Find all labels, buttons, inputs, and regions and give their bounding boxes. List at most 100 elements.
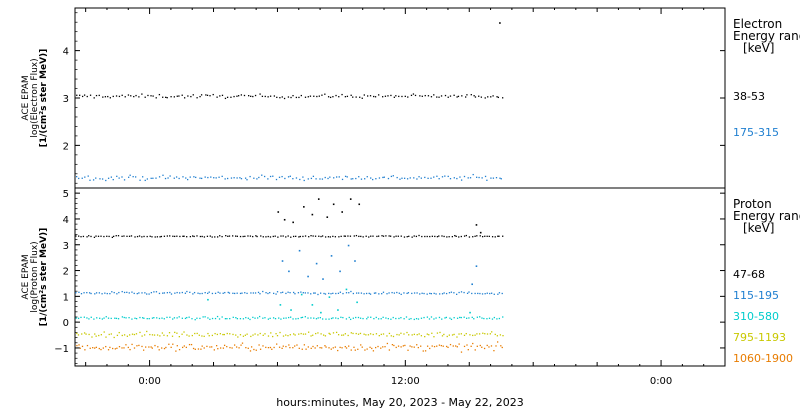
data-point — [230, 177, 233, 179]
data-point — [324, 236, 327, 238]
data-point — [100, 348, 102, 351]
data-point — [403, 236, 406, 238]
data-point — [377, 345, 379, 348]
data-point — [173, 317, 176, 319]
data-point — [342, 316, 344, 319]
data-point — [224, 178, 226, 180]
data-point — [189, 176, 191, 178]
data-point — [207, 292, 209, 295]
data-point — [83, 332, 86, 334]
data-point — [155, 97, 157, 99]
data-point — [213, 177, 215, 179]
legend-item: 795-1193 — [733, 331, 786, 344]
data-point — [275, 293, 277, 295]
y-tick-label: 0 — [63, 318, 69, 329]
data-point — [416, 292, 418, 294]
data-point — [219, 235, 221, 237]
data-point — [199, 177, 201, 179]
data-point — [491, 318, 494, 320]
data-point — [330, 293, 332, 295]
data-point — [335, 176, 338, 178]
data-point — [332, 332, 335, 334]
data-point — [152, 95, 154, 97]
data-point — [289, 175, 291, 177]
data-point — [214, 292, 217, 295]
data-point — [84, 349, 86, 351]
data-point — [280, 235, 282, 237]
data-point — [152, 177, 154, 179]
data-point — [334, 346, 337, 348]
data-point — [133, 333, 136, 336]
data-point — [174, 235, 176, 238]
data-point — [433, 336, 435, 338]
data-point — [401, 95, 403, 98]
data-point — [490, 96, 492, 98]
data-point — [203, 347, 205, 349]
data-point — [288, 344, 290, 346]
data-point — [211, 334, 214, 337]
data-point — [319, 292, 322, 294]
data-point — [267, 335, 270, 337]
data-point — [301, 348, 303, 350]
data-point — [183, 345, 185, 347]
electron-panel: 2 3 4 ACE EPAM log(Electron Flux) [1/(cm²s s… — [21, 7, 800, 189]
data-point — [269, 236, 272, 238]
data-point — [106, 292, 108, 295]
data-point — [497, 293, 499, 295]
data-point — [287, 291, 289, 293]
data-point — [264, 95, 266, 98]
data-point — [284, 177, 286, 180]
data-point — [342, 334, 345, 336]
data-point — [118, 331, 120, 334]
data-point — [490, 345, 493, 347]
data-point — [335, 317, 337, 319]
data-point — [179, 235, 181, 238]
data-point — [406, 236, 408, 238]
data-point — [109, 97, 112, 99]
data-point — [299, 178, 301, 181]
y-tick-label: 2 — [63, 267, 69, 278]
data-point — [113, 291, 115, 294]
data-point — [449, 317, 451, 319]
data-point — [369, 95, 372, 97]
data-point — [494, 333, 496, 336]
data-point — [413, 333, 415, 336]
data-point — [400, 346, 402, 348]
data-point — [471, 316, 473, 319]
data-point — [267, 318, 270, 320]
data-point — [364, 349, 366, 351]
data-point — [212, 93, 214, 96]
data-point — [365, 334, 367, 336]
data-point — [252, 316, 254, 319]
data-point — [456, 293, 458, 295]
data-point — [466, 94, 468, 96]
data-point — [146, 178, 148, 180]
data-point — [456, 96, 458, 98]
data-point — [344, 345, 346, 348]
data-point — [135, 176, 137, 178]
data-point — [375, 292, 377, 294]
data-point — [304, 96, 307, 98]
data-point — [316, 345, 319, 347]
data-point — [350, 349, 352, 351]
data-point — [258, 344, 260, 346]
data-point — [329, 96, 332, 99]
data-point — [191, 334, 193, 337]
data-point — [421, 235, 423, 238]
data-point — [323, 292, 325, 295]
data-point — [200, 94, 203, 96]
data-point — [261, 95, 264, 98]
data-point — [187, 178, 189, 181]
data-point — [138, 292, 140, 294]
data-point — [451, 235, 454, 238]
data-point — [146, 317, 148, 320]
data-point — [169, 316, 171, 318]
data-point — [438, 316, 441, 319]
data-point — [199, 317, 201, 320]
data-point — [430, 293, 433, 295]
data-point — [403, 318, 405, 320]
data-point — [161, 332, 164, 334]
data-point — [483, 347, 486, 350]
data-point — [126, 335, 129, 337]
data-point — [275, 178, 278, 181]
